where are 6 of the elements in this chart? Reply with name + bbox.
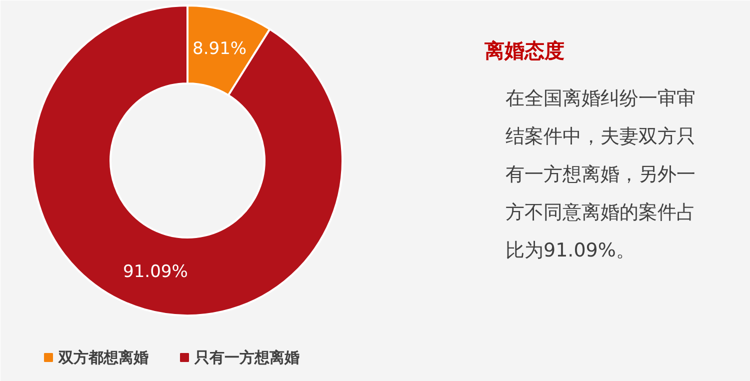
data-label: 8.91%: [192, 39, 247, 60]
legend-label: 只有一方想离婚: [194, 348, 300, 366]
data-label: 91.09%: [123, 262, 188, 282]
text: 离婚态度: [484, 38, 564, 62]
text: 在全国离婚纠纷一审审结案件中，夫妻双方只有一方想离婚，另外一方不同意离婚的案件占比为91.09%。: [506, 88, 696, 262]
legend-label: 双方都想离婚: [58, 348, 148, 366]
